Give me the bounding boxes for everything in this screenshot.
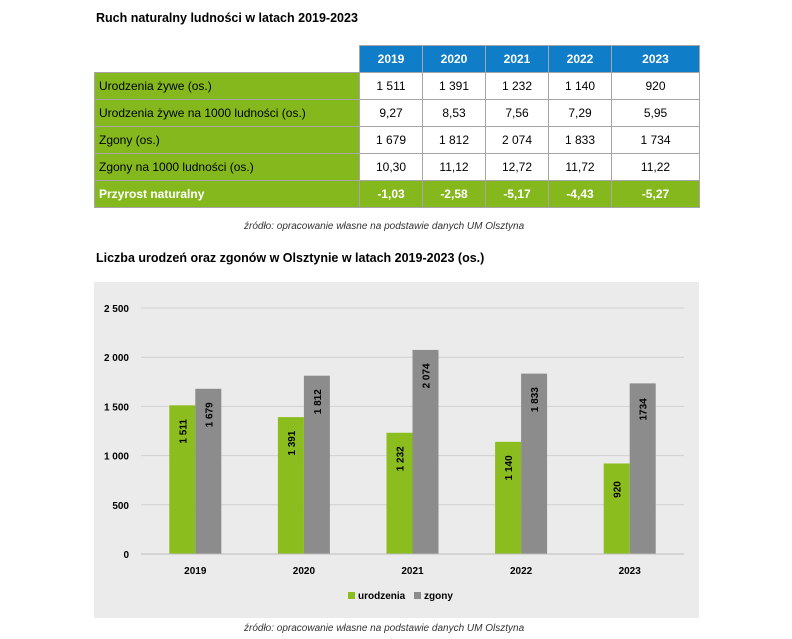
table-cell: 1 679 xyxy=(359,126,423,154)
data-label: 1 511 xyxy=(178,419,189,444)
x-tick-label: 2020 xyxy=(293,566,316,577)
bar-chart: 0 500 1 000 1 500 2 000 2 500 1 511 1 679 2019 1 … xyxy=(104,304,684,602)
row-label: Zgony na 1000 ludności (os.) xyxy=(94,153,360,181)
y-tick-label: 0 xyxy=(123,550,129,561)
table-title: Ruch naturalny ludności w latach 2019-20… xyxy=(96,11,358,25)
year-header: 2021 xyxy=(485,45,549,73)
bar-urodzenia xyxy=(169,405,196,554)
table-row: Urodzenia żywe na 1000 ludności (os.) 9,… xyxy=(94,99,700,127)
chart-source: źródło: opracowanie własne na podstawie … xyxy=(244,623,525,634)
table-header-row: 2019 2020 2021 2022 2023 xyxy=(94,45,700,73)
table-cell: 1 391 xyxy=(422,72,486,100)
row-label: Przyrost naturalny xyxy=(94,180,360,208)
table-cell: 7,56 xyxy=(485,99,549,127)
table-cell: 1 812 xyxy=(422,126,486,154)
bar-zgony xyxy=(303,375,330,554)
x-tick-label: 2019 xyxy=(184,566,207,577)
x-tick-label: 2023 xyxy=(619,566,642,577)
data-label: 1 812 xyxy=(313,389,324,414)
table-row: Zgony (os.) 1 679 1 812 2 074 1 833 1 73… xyxy=(94,126,700,154)
data-label: 1 679 xyxy=(204,402,215,427)
table-source: źródło: opracowanie własne na podstawie … xyxy=(244,221,525,232)
table-cell: -4,43 xyxy=(548,180,612,208)
data-label: 1 391 xyxy=(287,430,298,455)
bar-zgony xyxy=(412,349,439,554)
table-cell: 9,27 xyxy=(359,99,423,127)
y-tick-label: 2 000 xyxy=(104,353,129,364)
data-label: 1 140 xyxy=(504,455,515,480)
table-cell: 8,53 xyxy=(422,99,486,127)
y-tick-label: 500 xyxy=(112,501,129,512)
table-cell: -1,03 xyxy=(359,180,423,208)
data-label: 1 232 xyxy=(396,446,407,471)
row-label: Zgony (os.) xyxy=(94,126,360,154)
table-cell: -5,27 xyxy=(611,180,700,208)
table-cell: 10,30 xyxy=(359,153,423,181)
year-header: 2023 xyxy=(611,45,700,73)
bar-urodzenia xyxy=(386,432,413,554)
table-cell: 12,72 xyxy=(485,153,549,181)
chart-title: Liczba urodzeń oraz zgonów w Olsztynie w… xyxy=(96,251,485,265)
table-row: Urodzenia żywe (os.) 1 511 1 391 1 232 1… xyxy=(94,72,700,100)
bar-urodzenia xyxy=(603,463,630,554)
bar-zgony xyxy=(521,373,548,554)
table-cell: 1 833 xyxy=(548,126,612,154)
x-tick-label: 2021 xyxy=(401,566,424,577)
table-header-blank xyxy=(94,45,360,73)
y-tick-label: 1 500 xyxy=(104,402,129,413)
table-cell: 1 511 xyxy=(359,72,423,100)
y-tick-label: 2 500 xyxy=(104,304,129,315)
bar-zgony xyxy=(629,383,656,554)
table-row: Zgony na 1000 ludności (os.) 10,30 11,12… xyxy=(94,153,700,181)
year-header: 2019 xyxy=(359,45,423,73)
bar-urodzenia xyxy=(277,417,304,554)
legend-label: urodzenia xyxy=(358,591,406,602)
table-cell: 11,12 xyxy=(422,153,486,181)
y-tick-label: 1 000 xyxy=(104,452,129,463)
row-label: Urodzenia żywe na 1000 ludności (os.) xyxy=(94,99,360,127)
table-cell: 1 232 xyxy=(485,72,549,100)
table-cell: -5,17 xyxy=(485,180,549,208)
year-header: 2022 xyxy=(548,45,612,73)
table-cell: 920 xyxy=(611,72,700,100)
bar-zgony xyxy=(195,388,222,554)
chart-panel: 0 500 1 000 1 500 2 000 2 500 1 511 1 679 2019 1 … xyxy=(94,282,699,618)
x-tick-label: 2022 xyxy=(510,566,533,577)
data-label: 1 833 xyxy=(530,387,541,412)
table-cell: 1 140 xyxy=(548,72,612,100)
table-cell: 5,95 xyxy=(611,99,700,127)
table-cell: 11,72 xyxy=(548,153,612,181)
table-cell: 1 734 xyxy=(611,126,700,154)
bar-urodzenia xyxy=(495,441,522,554)
row-label: Urodzenia żywe (os.) xyxy=(94,72,360,100)
legend-label: zgony xyxy=(424,591,453,602)
data-label: 2 074 xyxy=(422,363,433,388)
natural-movement-table: 2019 2020 2021 2022 2023 Urodzenia żywe … xyxy=(94,45,700,208)
table-cell: 2 074 xyxy=(485,126,549,154)
table-cell: 7,29 xyxy=(548,99,612,127)
total-row: Przyrost naturalny -1,03 -2,58 -5,17 -4,… xyxy=(94,180,700,208)
year-header: 2020 xyxy=(422,45,486,73)
table-cell: 11,22 xyxy=(611,153,700,181)
data-label: 920 xyxy=(613,481,624,498)
data-label: 1734 xyxy=(639,398,650,421)
legend-swatch-zgony xyxy=(414,592,421,599)
table-cell: -2,58 xyxy=(422,180,486,208)
legend-swatch-urodzenia xyxy=(348,592,355,599)
